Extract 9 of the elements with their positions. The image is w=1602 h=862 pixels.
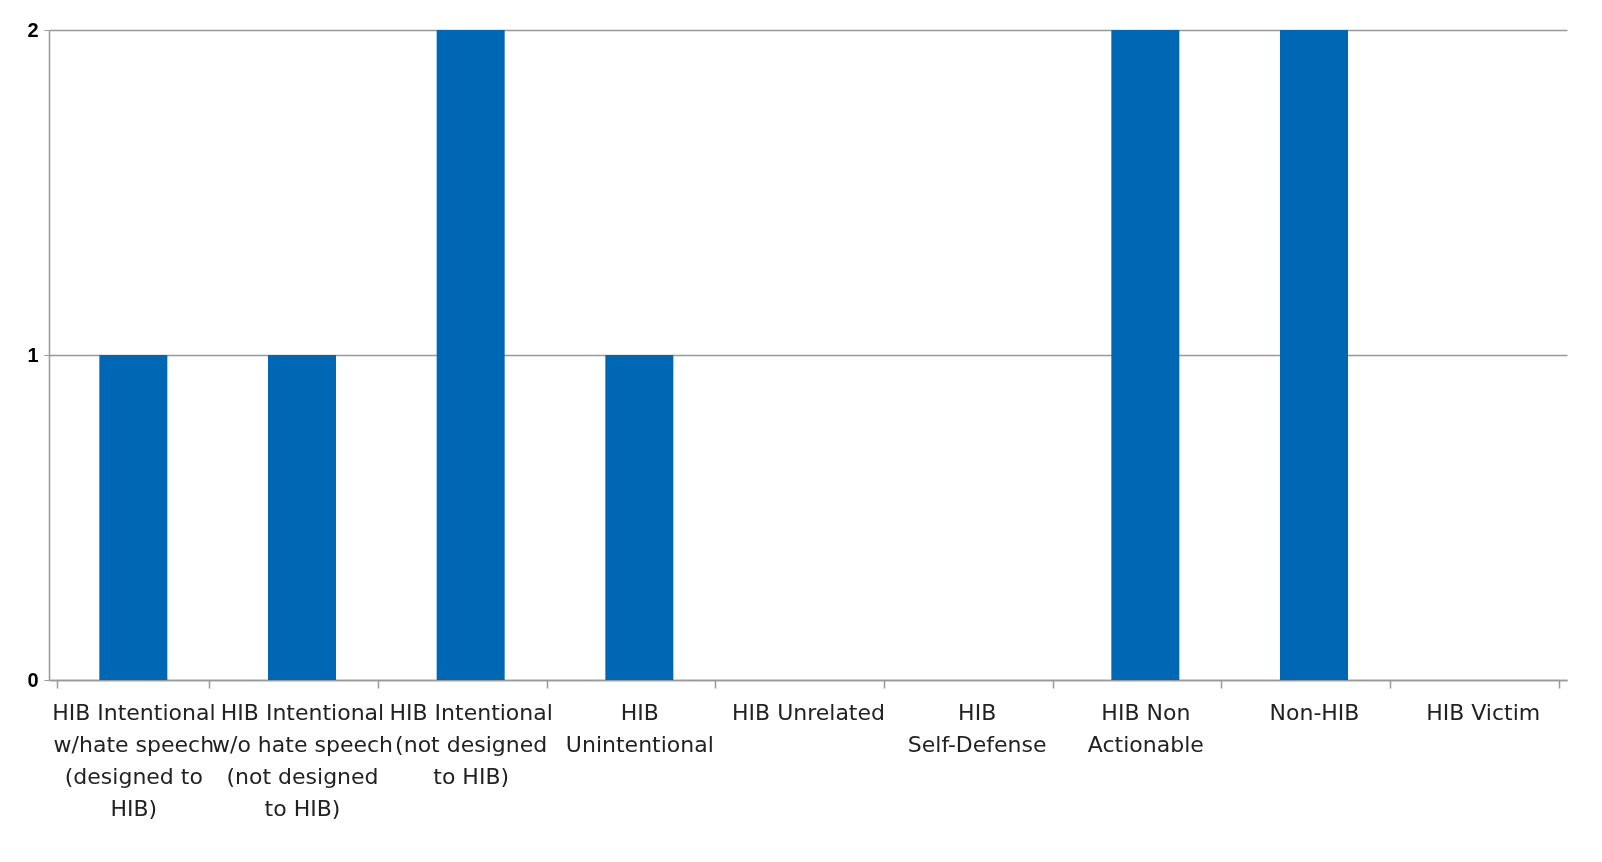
x-tick-label: HIB Self-Defense (907, 699, 1047, 757)
y-tick-label: 1 (27, 343, 39, 366)
y-tick-label: 0 (27, 668, 39, 691)
x-tick-label: HIB Non Actionable (1087, 699, 1204, 757)
y-tick-label: 2 (27, 18, 39, 41)
x-tick-label: HIB Unrelated (732, 699, 885, 725)
x-tick-label: HIB Unintentional (565, 699, 714, 757)
x-tick-label: Non-HIB (1269, 699, 1360, 725)
x-tick-label: HIB Victim (1426, 699, 1541, 725)
